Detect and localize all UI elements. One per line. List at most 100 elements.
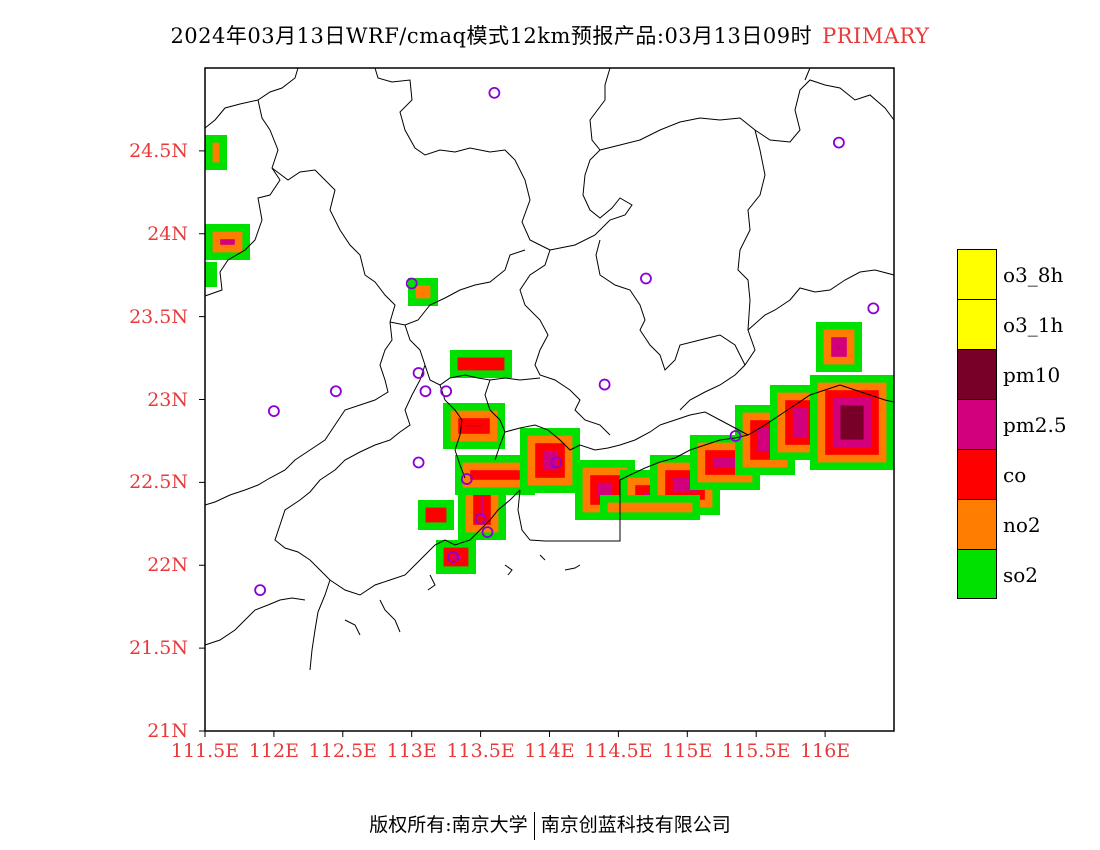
station-marker [640, 272, 652, 285]
map-title: 2024年03月13日WRF/cmaq模式12km预报产品:03月13日09时 P… [0, 20, 1100, 50]
lat-label: 23N [147, 388, 188, 411]
boundary-line [504, 564, 513, 576]
legend-swatch [957, 249, 997, 299]
copyright-company: 南京创蓝科技有限公司 [540, 814, 731, 836]
legend-label: co [1003, 463, 1027, 487]
lon-label: 115E [662, 740, 713, 762]
legend-label: no2 [1003, 513, 1041, 537]
legend-label: so2 [1003, 563, 1039, 587]
copyright-owner: 版权所有:南京大学 [369, 814, 528, 836]
lon-label: 116E [800, 740, 851, 762]
station-marker [474, 512, 487, 525]
grid-cell [607, 502, 693, 513]
legend-swatch [957, 299, 997, 349]
boundary-line [659, 411, 749, 436]
legend-swatch [957, 349, 997, 399]
legend-item: so2 [957, 549, 1100, 599]
boundary-line [344, 619, 361, 636]
station-marker [254, 584, 267, 597]
boundary-line [204, 597, 306, 646]
boundary-line [444, 489, 521, 546]
lat-label: 24N [147, 222, 188, 245]
lat-label: 22N [147, 554, 188, 577]
grid-cell [840, 405, 864, 440]
lon-label: 115.5E [722, 740, 791, 762]
admin-boundaries [204, 67, 895, 671]
boundary-line [274, 364, 426, 613]
boundary-line [271, 167, 396, 323]
boundary-line [439, 384, 466, 479]
grid-cell [792, 407, 808, 438]
legend-swatch [957, 499, 997, 549]
lon-label: 113E [386, 740, 437, 762]
boundary-line [374, 67, 551, 251]
lat-label: 22.5N [129, 471, 188, 494]
grid-cell [205, 262, 217, 287]
monitoring-stations [254, 86, 880, 597]
lat-label: 24.5N [129, 139, 188, 162]
station-marker [460, 473, 473, 485]
grid-cell [597, 482, 613, 498]
boundary-line [427, 574, 436, 591]
station-marker [598, 378, 611, 391]
lat-label: 21N [147, 720, 188, 742]
grid-cell [457, 357, 505, 371]
copyright-footer: 版权所有:南京大学 南京创蓝科技有限公司 [0, 810, 1100, 840]
lon-label: 114E [524, 740, 575, 762]
boundary-line [595, 239, 746, 371]
grid-cell [757, 427, 773, 453]
lon-label: 112E [248, 740, 299, 762]
station-marker [440, 385, 453, 398]
boundary-line [309, 611, 319, 671]
boundary-line [539, 554, 546, 561]
legend-label: o3_1h [1003, 313, 1064, 337]
station-marker [488, 86, 501, 99]
boundary-line [404, 324, 541, 386]
boundary-line [804, 67, 811, 81]
boundary-line [204, 321, 393, 506]
legend-item: co [957, 449, 1100, 499]
title-text: 2024年03月13日WRF/cmaq模式12km预报产品:03月13日09时 [170, 24, 813, 48]
station-marker [832, 136, 845, 149]
station-marker [267, 405, 280, 418]
grid-cell [425, 507, 447, 523]
boundary-line [204, 99, 281, 297]
boundary-line [379, 599, 401, 633]
station-marker [867, 302, 880, 315]
legend-label: pm2.5 [1003, 413, 1067, 437]
lat-label: 21.5N [129, 637, 188, 660]
boundary-line [549, 67, 633, 251]
legend-item: o3_1h [957, 299, 1100, 349]
lon-label: 113.5E [446, 740, 515, 762]
station-marker [330, 385, 342, 398]
boundary-line [619, 384, 895, 481]
legend-label: o3_8h [1003, 263, 1064, 287]
boundary-line [519, 249, 611, 436]
lon-label: 114.5E [584, 740, 653, 762]
primary-tag: PRIMARY [822, 24, 930, 48]
station-marker [419, 385, 432, 398]
grid-cell [451, 555, 461, 559]
boundary-line [599, 79, 895, 151]
pollutant-legend: o3_8h o3_1h pm10 pm2.5 co no2 so2 [957, 249, 1100, 601]
boundary-line [389, 249, 526, 326]
lat-label: 23.5N [129, 305, 188, 328]
boundary-line [564, 564, 581, 571]
station-marker [550, 456, 563, 469]
station-marker [412, 367, 425, 379]
legend-label: pm10 [1003, 363, 1061, 387]
grid-cell [542, 450, 558, 471]
legend-swatch [957, 549, 997, 599]
legend-swatch [957, 449, 997, 499]
legend-swatch [957, 399, 997, 449]
boundary-line [504, 424, 661, 451]
axis-ticks [199, 150, 826, 737]
legend-item: pm2.5 [957, 399, 1100, 449]
grid-cell [480, 482, 484, 518]
grid-cell [415, 285, 431, 299]
station-marker [447, 551, 459, 563]
lon-label: 112.5E [308, 740, 377, 762]
legend-item: pm10 [957, 349, 1100, 399]
station-marker [729, 430, 742, 442]
grid-cell [220, 239, 235, 245]
